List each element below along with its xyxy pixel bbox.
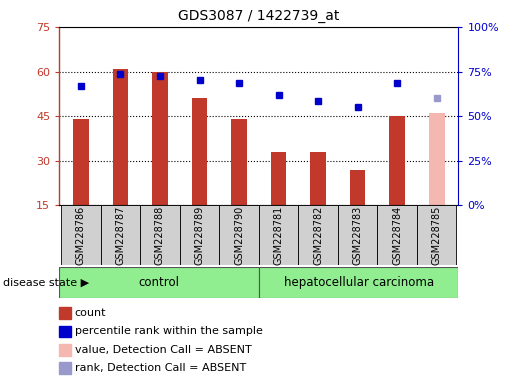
Bar (271, 152, 286, 205)
Bar (180, 205, 219, 265)
Bar (59, 267, 259, 298)
Text: GSM228783: GSM228783 (353, 205, 363, 265)
Bar (428, 113, 444, 205)
Text: GSM228784: GSM228784 (392, 205, 402, 265)
Bar (152, 71, 168, 205)
Text: GSM228785: GSM228785 (432, 205, 442, 265)
Text: control: control (139, 276, 180, 289)
Text: GSM228787: GSM228787 (115, 205, 126, 265)
Text: GSM228781: GSM228781 (273, 205, 284, 265)
Bar (338, 205, 377, 265)
Text: GSM228789: GSM228789 (195, 205, 204, 265)
Bar (231, 119, 247, 205)
Bar (101, 205, 140, 265)
Text: percentile rank within the sample: percentile rank within the sample (75, 326, 263, 336)
Text: disease state ▶: disease state ▶ (3, 277, 89, 287)
Text: count: count (75, 308, 106, 318)
Text: hepatocellular carcinoma: hepatocellular carcinoma (283, 276, 434, 289)
Bar (259, 267, 458, 298)
Title: GDS3087 / 1422739_at: GDS3087 / 1422739_at (178, 9, 339, 23)
Bar (417, 205, 456, 265)
Bar (192, 98, 208, 205)
Bar (298, 205, 338, 265)
Bar (61, 205, 101, 265)
Bar (219, 205, 259, 265)
Text: rank, Detection Call = ABSENT: rank, Detection Call = ABSENT (75, 363, 246, 373)
Text: value, Detection Call = ABSENT: value, Detection Call = ABSENT (75, 345, 251, 355)
Bar (377, 205, 417, 265)
Text: GSM228786: GSM228786 (76, 205, 86, 265)
Text: GSM228790: GSM228790 (234, 205, 244, 265)
Text: GSM228788: GSM228788 (155, 205, 165, 265)
Text: GSM228782: GSM228782 (313, 205, 323, 265)
Bar (310, 152, 326, 205)
Bar (113, 68, 128, 205)
Bar (350, 170, 366, 205)
Bar (259, 205, 298, 265)
Bar (389, 116, 405, 205)
Bar (140, 205, 180, 265)
Bar (73, 119, 89, 205)
